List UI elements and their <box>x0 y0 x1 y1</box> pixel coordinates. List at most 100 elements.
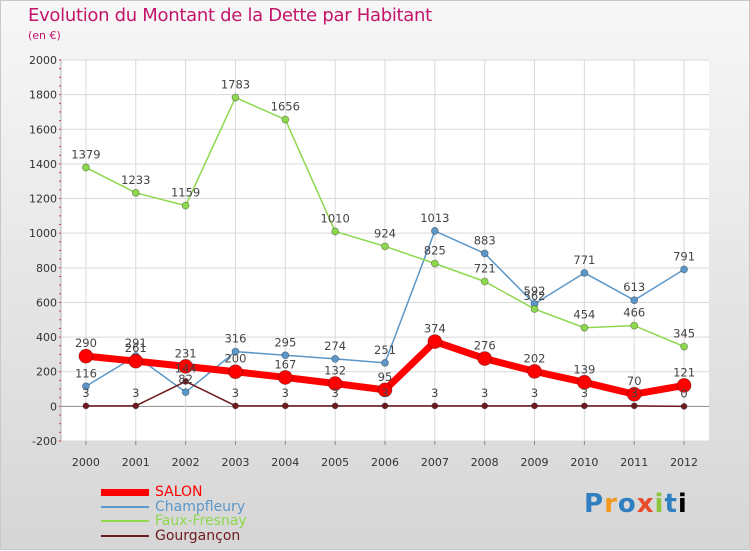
logo-letter: r <box>604 489 618 519</box>
legend-swatch-gourgancon <box>101 534 149 537</box>
data-point-salon <box>576 374 592 390</box>
data-label-salon: 121 <box>673 365 695 379</box>
data-label-gourgan-on: 144 <box>175 361 197 375</box>
logo-letter: i <box>654 489 665 519</box>
legend-label-gourgancon: Gourgançon <box>155 527 241 544</box>
data-label-champfleury: 251 <box>374 343 396 357</box>
y-tick-label: 400 <box>36 331 57 344</box>
data-point-salon <box>377 382 393 398</box>
legend-label-salon: SALON <box>155 484 203 501</box>
chart-title: Evolution du Montant de la Dette par Hab… <box>28 5 432 26</box>
y-tick-label: 200 <box>36 366 57 379</box>
data-point-champfleury <box>181 388 190 397</box>
data-label-salon: 276 <box>474 339 496 353</box>
data-point-champfleury <box>231 347 240 356</box>
data-label-gourgan-on: 3 <box>431 386 438 400</box>
data-label-champfleury: 883 <box>474 233 496 247</box>
x-tick-label: 2005 <box>321 456 349 469</box>
data-point-faux-fresnay <box>630 321 639 330</box>
x-tick-label: 2011 <box>620 456 648 469</box>
data-label-faux-fresnay: 466 <box>623 306 645 320</box>
x-tick-label: 2001 <box>122 456 150 469</box>
data-label-faux-fresnay: 1379 <box>71 148 100 162</box>
data-label-champfleury: 82 <box>178 372 193 386</box>
legend-swatch-salon <box>101 488 149 496</box>
legend-swatch-faux-fresnay <box>101 520 149 523</box>
data-point-faux-fresnay <box>680 342 688 351</box>
data-label-faux-fresnay: 1010 <box>321 211 350 225</box>
y-tick-label: 0 <box>50 400 57 413</box>
data-label-gourgan-on: 3 <box>282 386 289 400</box>
x-tick-label: 2000 <box>72 456 100 469</box>
data-label-salon: 202 <box>524 351 546 365</box>
y-tick-label: 1800 <box>29 89 57 102</box>
x-tick-label: 2007 <box>421 456 449 469</box>
data-point-salon <box>527 363 542 379</box>
data-label-salon: 261 <box>125 341 147 355</box>
data-point-salon <box>128 353 144 369</box>
data-point-faux-fresnay <box>181 201 190 210</box>
y-tick-label: -200 <box>32 435 57 448</box>
data-point-salon <box>78 348 94 364</box>
x-tick-label: 2003 <box>221 456 249 469</box>
chart-subtitle: (en €) <box>28 29 61 42</box>
data-point-gourgan-on <box>680 402 688 410</box>
data-point-faux-fresnay <box>82 163 90 172</box>
data-point-faux-fresnay <box>430 259 439 268</box>
data-label-faux-fresnay: 924 <box>374 226 396 240</box>
data-label-faux-fresnay: 345 <box>673 327 695 341</box>
data-label-salon: 290 <box>75 336 97 350</box>
logo-letter: o <box>617 489 637 519</box>
data-point-faux-fresnay <box>580 323 589 332</box>
y-tick-label: 2000 <box>29 54 57 67</box>
data-point-salon <box>626 386 642 402</box>
data-point-gourgan-on <box>132 402 140 410</box>
y-tick-label: 1200 <box>29 193 57 206</box>
data-label-faux-fresnay: 1159 <box>171 186 200 200</box>
data-point-faux-fresnay <box>131 188 140 197</box>
data-label-champfleury: 316 <box>224 332 246 346</box>
data-label-faux-fresnay: 454 <box>573 308 595 322</box>
legend-item-faux-fresnay: Faux-Fresnay <box>101 514 247 529</box>
data-point-champfleury <box>580 268 589 277</box>
data-label-salon: 200 <box>224 352 246 366</box>
data-point-salon <box>327 376 343 391</box>
data-label-champfleury: 791 <box>673 249 695 263</box>
y-tick-label: 800 <box>36 262 57 275</box>
data-point-faux-fresnay <box>381 242 389 251</box>
legend-label-champfleury: Champfleury <box>155 498 246 515</box>
data-point-gourgan-on <box>182 378 190 385</box>
data-point-champfleury <box>381 358 389 367</box>
logo-letter: x <box>636 489 655 519</box>
data-point-salon <box>676 378 692 393</box>
data-label-champfleury: 592 <box>524 284 546 298</box>
y-tick-label: 1400 <box>29 158 57 171</box>
y-tick-label: 1600 <box>29 123 57 136</box>
data-label-salon: 132 <box>324 364 346 378</box>
data-point-gourgan-on <box>431 402 439 410</box>
data-point-champfleury <box>331 355 340 363</box>
data-label-gourgan-on: 3 <box>82 386 89 400</box>
data-point-faux-fresnay <box>480 277 489 286</box>
data-point-gourgan-on <box>580 402 588 410</box>
data-point-gourgan-on <box>232 402 239 410</box>
data-point-faux-fresnay <box>281 115 290 124</box>
data-label-faux-fresnay: 1233 <box>121 173 150 187</box>
x-tick-label: 2010 <box>570 456 598 469</box>
logo-letter: i <box>677 489 688 519</box>
legend-item-champfleury: Champfleury <box>101 500 247 515</box>
data-point-gourgan-on <box>381 402 389 410</box>
data-label-salon: 95 <box>378 370 393 384</box>
data-label-gourgan-on: 3 <box>232 386 239 400</box>
logo-letter: P <box>584 489 605 519</box>
data-label-salon: 139 <box>573 362 595 376</box>
data-label-salon: 231 <box>175 346 197 360</box>
data-label-gourgan-on: 3 <box>381 386 388 400</box>
data-point-salon <box>178 358 194 374</box>
data-label-champfleury: 291 <box>125 336 147 350</box>
legend-label-faux-fresnay: Faux-Fresnay <box>155 513 247 530</box>
x-tick-label: 2012 <box>670 456 698 469</box>
data-label-faux-fresnay: 825 <box>424 243 446 257</box>
